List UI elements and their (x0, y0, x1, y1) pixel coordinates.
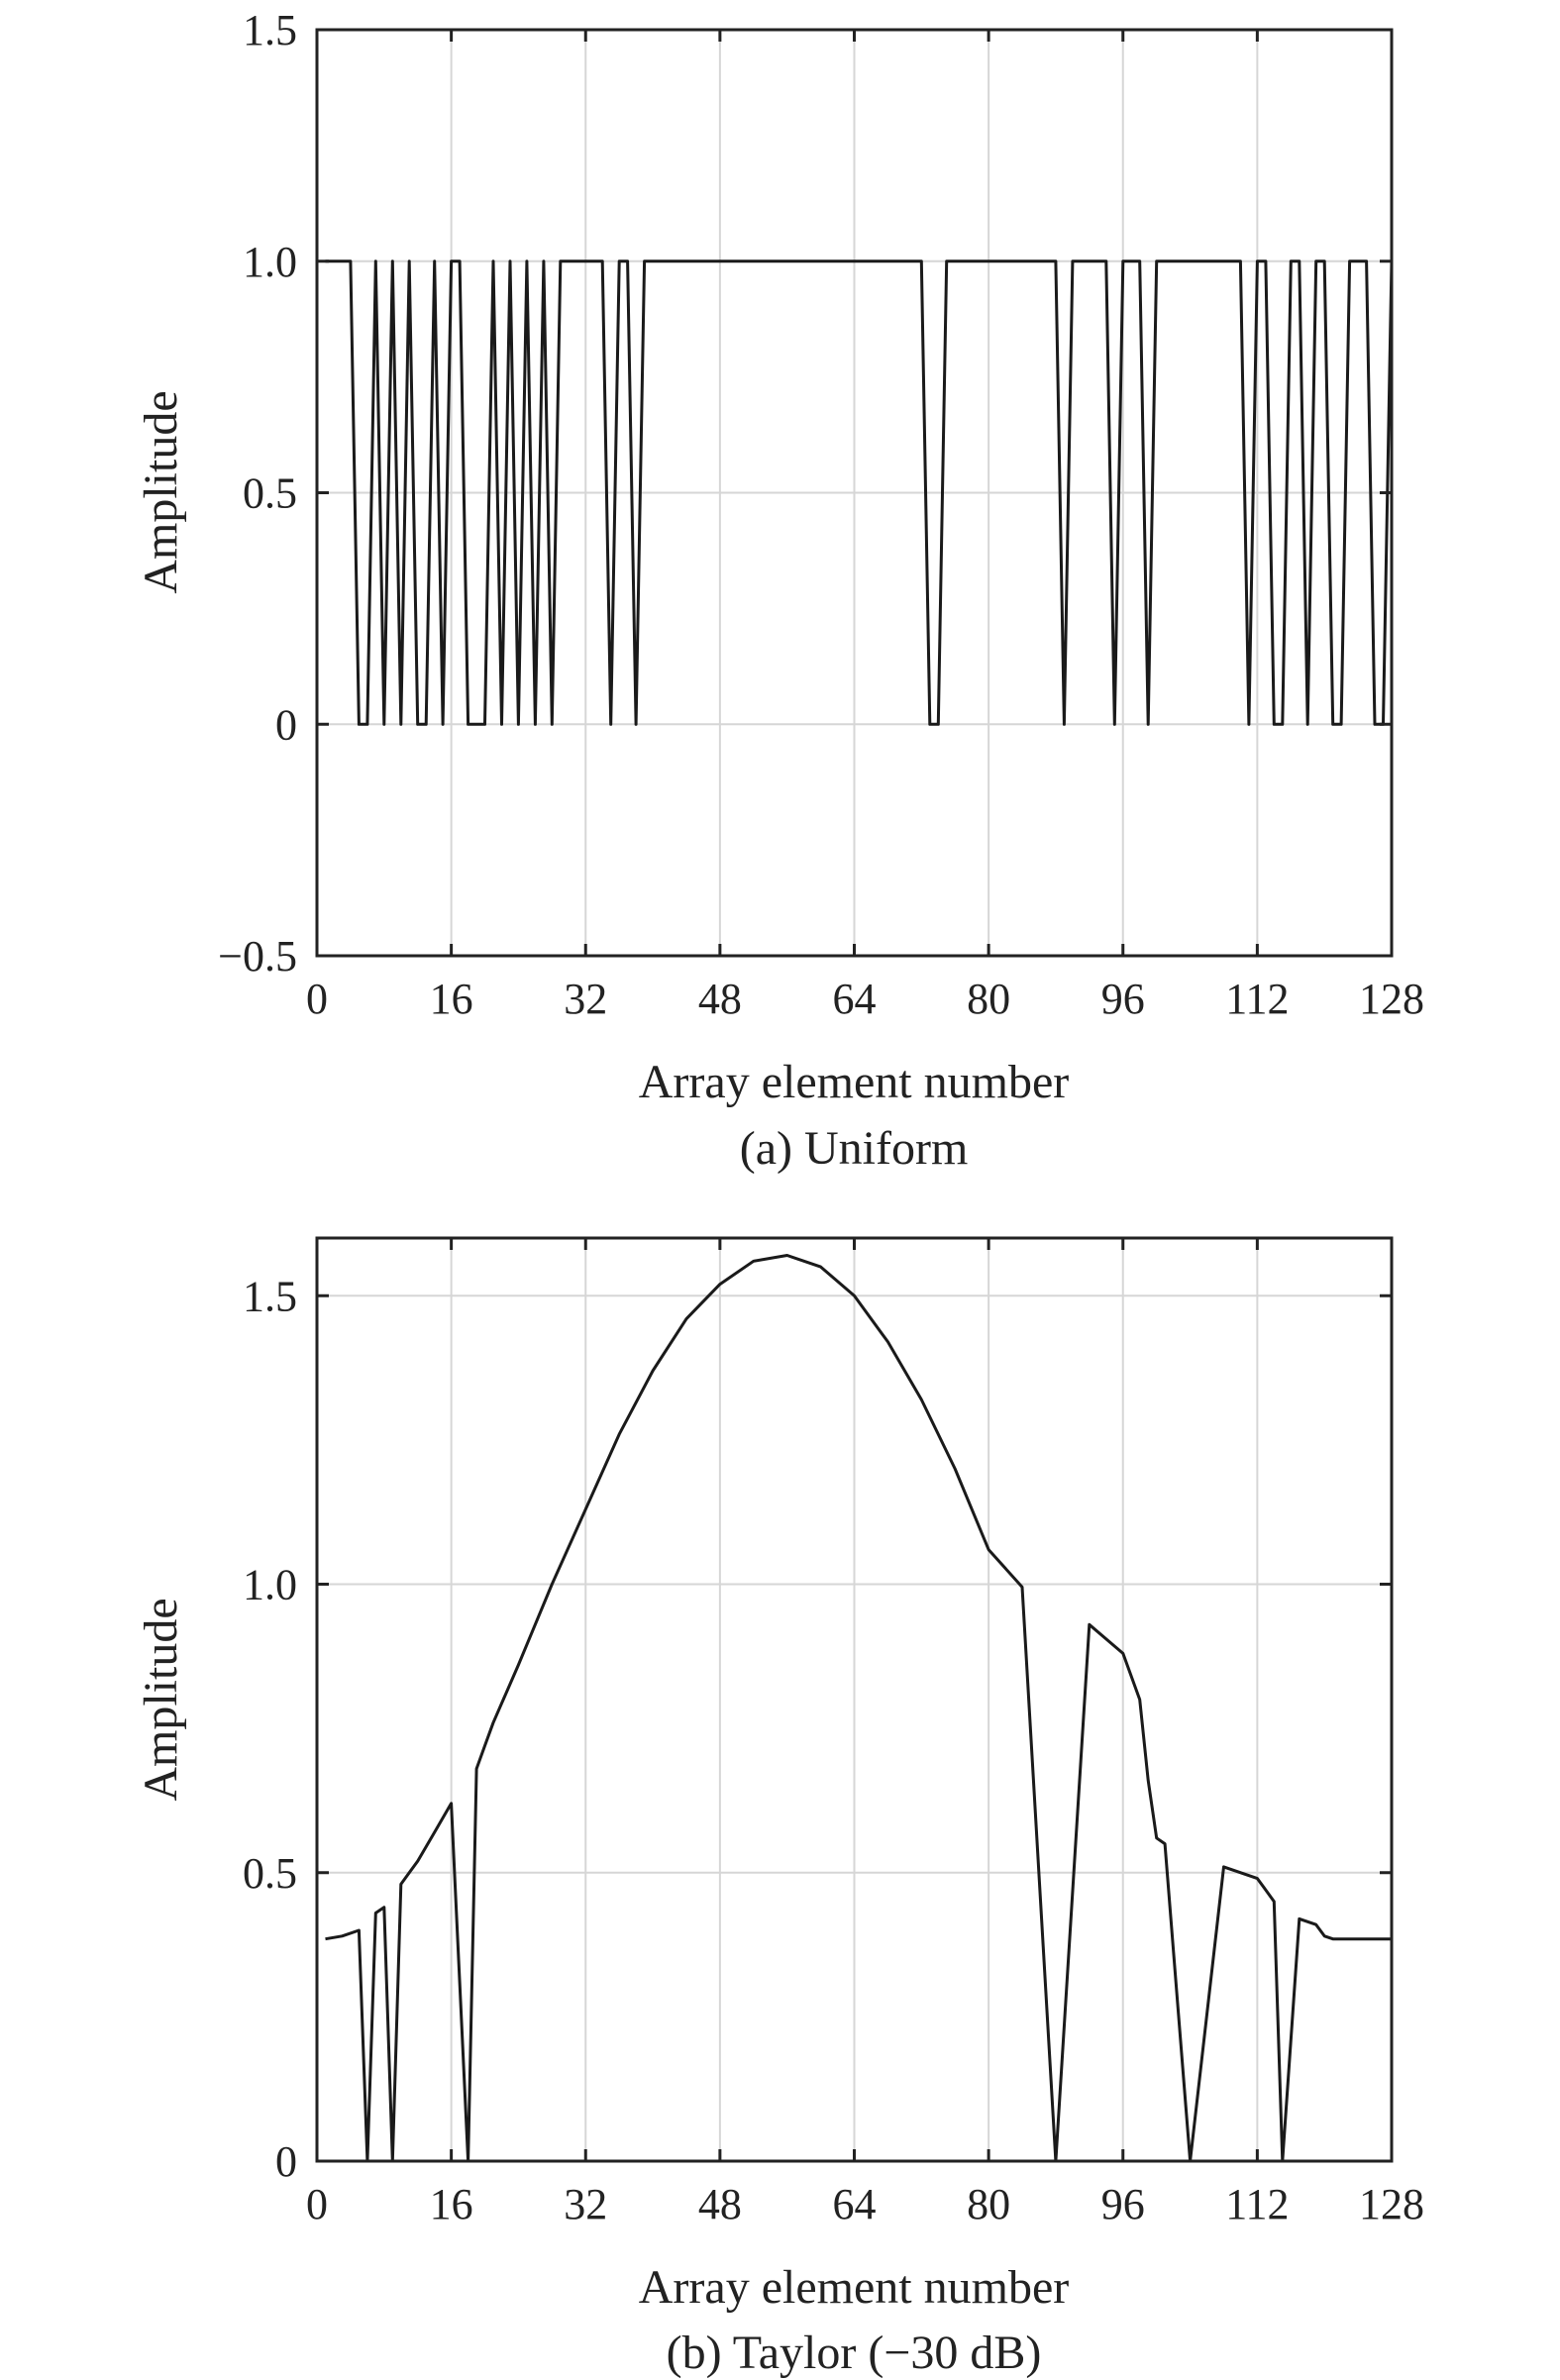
y-tick-label: 1.5 (243, 1272, 297, 1320)
x-tick-label: 128 (1359, 2180, 1424, 2228)
x-tick-label: 16 (430, 975, 473, 1023)
panel-a-x-axis-label: Array element number (639, 1056, 1070, 1108)
x-tick-label: 96 (1101, 975, 1145, 1023)
x-tick-label: 80 (967, 2180, 1010, 2228)
y-tick-label: 0 (275, 2137, 297, 2186)
panel-b-taylor-line (325, 1254, 1392, 2163)
panel-b-x-axis-label: Array element number (639, 2261, 1070, 2314)
x-tick-label: 16 (430, 2180, 473, 2228)
panel-a-y-tick-labels: −0.5 0 0.5 1.0 1.5 (218, 6, 297, 981)
panel-b-y-axis-label: Amplitude (135, 1598, 187, 1801)
panel-b-caption: (b) Taylor (−30 dB) (667, 2327, 1042, 2379)
x-tick-label: 32 (564, 975, 607, 1023)
x-tick-label: 112 (1225, 2180, 1289, 2228)
y-tick-label: 0.5 (243, 1849, 297, 1898)
panel-a-y-axis-label: Amplitude (135, 390, 187, 593)
y-tick-label: 1.0 (243, 1561, 297, 1609)
x-tick-label: 48 (698, 2180, 742, 2228)
x-tick-label: 64 (833, 2180, 877, 2228)
x-tick-label: 64 (833, 975, 877, 1023)
y-tick-label: 0.5 (243, 469, 297, 518)
panel-b-ticks (315, 1238, 1394, 2163)
x-tick-label: 96 (1101, 2180, 1145, 2228)
panel-b-x-tick-labels: 0 16 32 48 64 80 96 112 128 (306, 2180, 1424, 2228)
panel-a-uniform: 0 16 32 48 64 80 96 112 128 −0.500.51.01.5 Array… (135, 6, 1424, 1175)
panel-a-x-tick-labels: 0 16 32 48 64 80 96 112 128 (306, 975, 1424, 1023)
y-tick-label: 1.5 (243, 6, 297, 54)
x-tick-label: 32 (564, 2180, 607, 2228)
y-tick-label: 0 (275, 700, 297, 749)
x-tick-label: 0 (306, 975, 328, 1023)
panel-b-y-tick-labels: 0 0.5 1.0 1.5 (243, 1272, 297, 2186)
x-tick-label: 48 (698, 975, 742, 1023)
x-tick-label: 128 (1359, 975, 1424, 1023)
panel-a-uniform-line (325, 259, 1394, 726)
y-tick-label: 1.0 (243, 238, 297, 286)
x-tick-label: 80 (967, 975, 1010, 1023)
panel-a-caption: (a) Uniform (740, 1122, 969, 1175)
x-tick-label: 112 (1225, 975, 1289, 1023)
panel-b-taylor: 0 16 32 48 64 80 96 112 128 0 0.5 1.0 1.5 Array ele… (135, 1236, 1424, 2379)
y-tick-label: −0.5 (218, 932, 297, 981)
x-tick-label: 0 (306, 2180, 328, 2228)
panel-a-ticks (315, 28, 1394, 958)
